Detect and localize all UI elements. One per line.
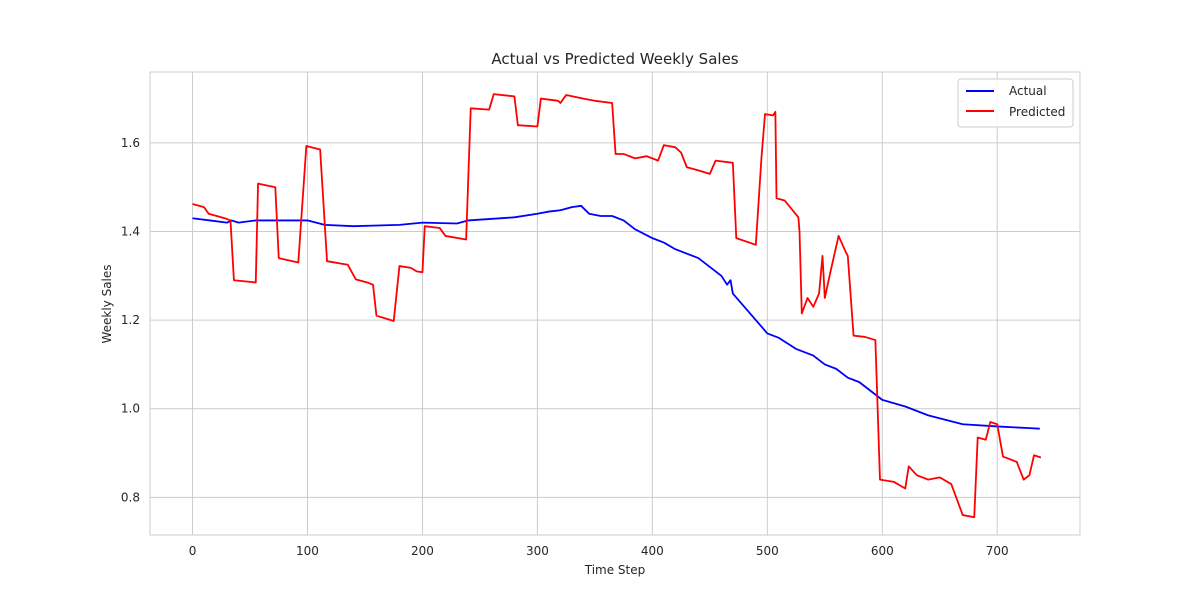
chart-title: Actual vs Predicted Weekly Sales (491, 50, 738, 68)
series-line-predicted (192, 93, 1042, 519)
x-axis-label: Time Step (584, 563, 646, 577)
x-tick-label: 600 (871, 544, 894, 558)
legend-label-predicted: Predicted (1009, 105, 1065, 119)
y-tick-label: 1.0 (121, 402, 140, 416)
x-tick-label: 0 (189, 544, 197, 558)
x-tick-label: 500 (756, 544, 779, 558)
grid (150, 72, 1080, 535)
y-tick-label: 1.6 (121, 136, 140, 150)
y-tick-label: 1.4 (121, 225, 140, 239)
plot-frame (149, 71, 1081, 536)
legend-label-actual: Actual (1009, 84, 1047, 98)
series-line-actual (192, 204, 1040, 430)
y-tick-label: 1.2 (121, 313, 140, 327)
tick-labels: 0 100 200 300 400 500 600 700 0.8 1.0 1.2 1.4 1.6 (121, 136, 1009, 558)
y-tick-label: 0.8 (121, 490, 140, 504)
x-tick-label: 700 (986, 544, 1009, 558)
x-tick-label: 300 (526, 544, 549, 558)
x-tick-label: 200 (411, 544, 434, 558)
series-layer (192, 93, 1042, 519)
legend: Actual Predicted (957, 78, 1074, 128)
x-tick-label: 100 (296, 544, 319, 558)
y-axis-label: Weekly Sales (100, 264, 114, 343)
x-tick-label: 400 (641, 544, 664, 558)
